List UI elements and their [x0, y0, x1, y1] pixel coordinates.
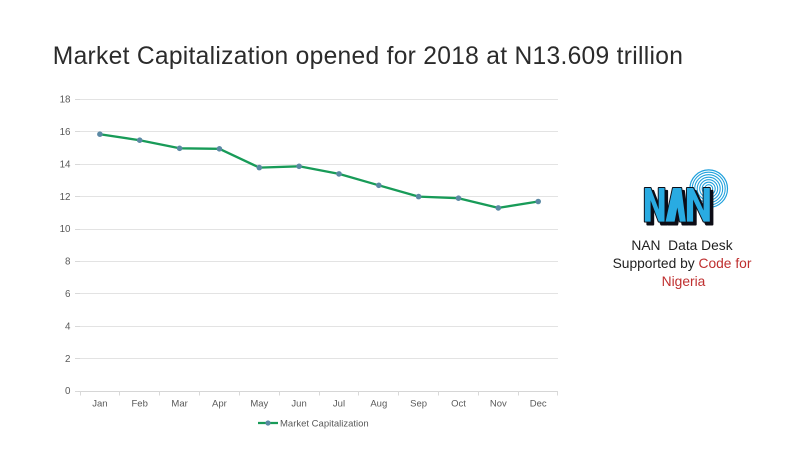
svg-text:0: 0 [65, 386, 71, 397]
svg-text:Apr: Apr [212, 399, 227, 410]
svg-text:2: 2 [65, 354, 70, 365]
svg-text:8: 8 [65, 257, 71, 268]
svg-text:Nigeria: Nigeria [662, 274, 706, 289]
svg-text:NAN Data Desk: NAN Data Desk [631, 238, 732, 253]
svg-text:4: 4 [65, 321, 71, 332]
svg-text:Oct: Oct [451, 399, 466, 410]
svg-text:18: 18 [60, 95, 71, 106]
svg-text:6: 6 [65, 289, 71, 300]
svg-text:Market Capitalization: Market Capitalization [280, 419, 369, 430]
svg-text:10: 10 [60, 224, 71, 235]
svg-text:Market Capitalization opened f: Market Capitalization opened for 2018 at… [53, 43, 683, 70]
svg-text:Jul: Jul [333, 399, 345, 410]
svg-text:Aug: Aug [370, 399, 387, 410]
svg-text:Dec: Dec [530, 399, 547, 410]
svg-text:Feb: Feb [132, 399, 148, 410]
svg-text:Mar: Mar [171, 399, 187, 410]
svg-text:14: 14 [60, 159, 71, 170]
svg-text:Supported by Code for: Supported by Code for [613, 256, 752, 271]
svg-text:Sep: Sep [410, 399, 427, 410]
svg-text:Jan: Jan [92, 399, 107, 410]
svg-text:16: 16 [60, 127, 71, 138]
svg-text:May: May [250, 399, 268, 410]
svg-text:Jun: Jun [291, 399, 306, 410]
svg-text:Nov: Nov [490, 399, 507, 410]
svg-text:12: 12 [60, 192, 71, 203]
